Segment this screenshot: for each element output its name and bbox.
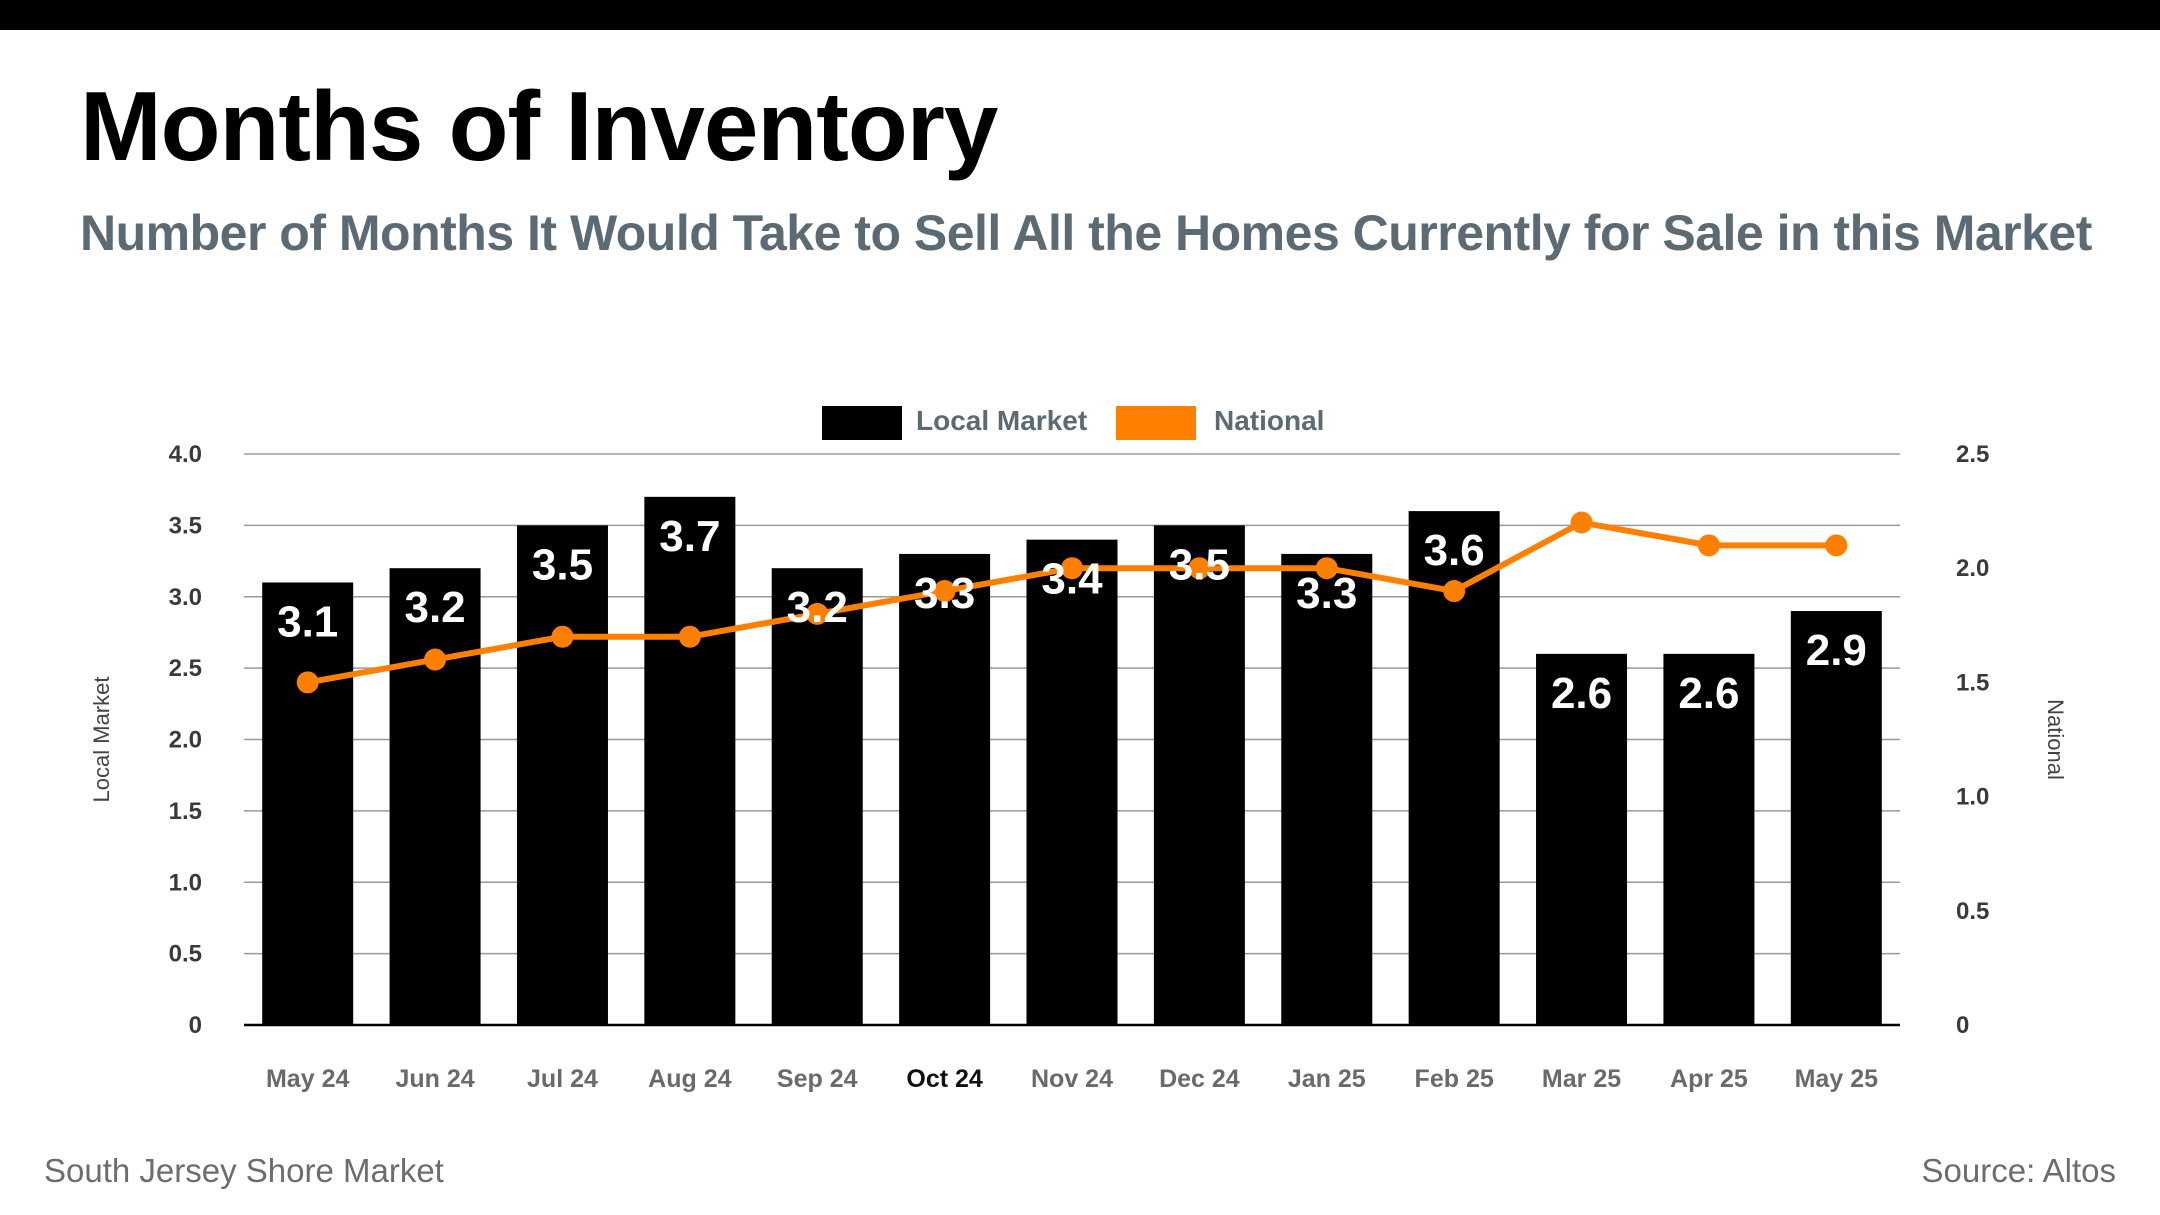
left-axis-tick: 1.5 <box>169 798 202 825</box>
category-label: Nov 24 <box>1031 1065 1113 1093</box>
bar-value-label: 2.9 <box>1806 626 1867 675</box>
national-point <box>296 671 319 694</box>
category-label: Apr 25 <box>1670 1065 1748 1093</box>
national-point <box>1188 557 1211 580</box>
category-label: Oct 24 <box>906 1065 983 1093</box>
bar-label-layer: 3.1 3.2 3.5 3.7 3.2 3.3 3.4 3.5 3.3 3.6 2.6 2.6 2.9 <box>277 512 1867 718</box>
right-axis-tick: 1.0 <box>1956 784 1989 811</box>
left-axis-tick: 0 <box>189 1012 202 1039</box>
legend: Local Market National <box>822 405 1324 440</box>
bar-value-label: 2.6 <box>1678 669 1739 718</box>
right-axis-title: National <box>2043 699 2068 780</box>
local-market-bar <box>516 525 608 1025</box>
local-market-bar <box>1281 553 1373 1025</box>
right-axis-tick: 1.5 <box>1956 669 1989 696</box>
left-axis-tick: 3.0 <box>169 584 202 611</box>
national-point <box>1570 511 1593 534</box>
local-market-bar <box>771 568 863 1025</box>
local-market-bar <box>1790 611 1882 1025</box>
category-label: Jul 24 <box>527 1065 598 1093</box>
legend-local-market-label: Local Market <box>916 405 1087 436</box>
bar-value-label: 3.6 <box>1424 526 1485 575</box>
category-label: Jun 24 <box>395 1065 474 1093</box>
left-axis-tick: 0.5 <box>169 941 202 968</box>
bar-value-label: 3.2 <box>404 583 465 632</box>
bar-value-label: 2.6 <box>1551 669 1612 718</box>
bar-value-label: 3.4 <box>1041 555 1103 604</box>
bar-value-label: 3.3 <box>914 569 975 618</box>
local-market-bar <box>1153 525 1245 1025</box>
national-point <box>806 602 829 625</box>
right-axis-tick: 2.0 <box>1956 555 1989 582</box>
axis-layer: 0 0.5 1.0 1.5 2.0 2.5 3.0 3.5 4.0 0 0.5 1.0 1.5 2.0 2.… <box>89 441 2068 1093</box>
bar-value-label: 3.7 <box>659 512 720 561</box>
right-axis-tick: 0 <box>1956 1012 1969 1039</box>
right-axis-tick: 2.5 <box>1956 441 1989 468</box>
category-label: May 24 <box>266 1065 349 1093</box>
top-bar <box>0 0 2160 30</box>
left-axis-tick: 2.5 <box>169 655 202 682</box>
left-axis-tick: 3.5 <box>169 512 202 539</box>
national-point <box>933 580 956 603</box>
national-point <box>1315 557 1338 580</box>
category-label: May 25 <box>1795 1065 1878 1093</box>
bar-value-label: 3.2 <box>787 583 848 632</box>
national-point <box>424 648 447 671</box>
local-market-bar <box>1663 653 1755 1025</box>
left-axis-tick: 4.0 <box>169 441 202 468</box>
left-axis-title: Local Market <box>89 677 114 803</box>
source-credit: Source: Altos <box>1921 1152 2116 1189</box>
left-axis-tick: 1.0 <box>169 869 202 896</box>
legend-local-market-swatch <box>822 406 902 440</box>
legend-national-swatch <box>1116 406 1196 440</box>
national-point <box>1697 534 1720 557</box>
local-market-bar <box>899 553 991 1025</box>
local-market-bar <box>644 496 736 1025</box>
right-axis-tick: 0.5 <box>1956 898 1989 925</box>
national-point <box>1061 557 1083 580</box>
local-market-bar <box>262 582 354 1025</box>
category-label: Sep 24 <box>777 1065 858 1093</box>
national-point <box>1825 534 1848 557</box>
bar-value-label: 3.5 <box>532 540 593 589</box>
national-line-layer <box>296 511 1848 694</box>
bar-layer <box>262 496 1882 1026</box>
page-subtitle: Number of Months It Would Take to Sell A… <box>80 205 2092 261</box>
bar-value-label: 3.3 <box>1296 569 1357 618</box>
category-label: Aug 24 <box>648 1065 731 1093</box>
national-point <box>1443 580 1466 603</box>
page-title: Months of Inventory <box>80 71 998 181</box>
market-name: South Jersey Shore Market <box>44 1152 444 1189</box>
bar-value-label: 3.5 <box>1169 540 1230 589</box>
local-market-bar <box>1536 653 1628 1025</box>
legend-national-label: National <box>1214 405 1324 436</box>
category-label: Dec 24 <box>1159 1065 1240 1093</box>
category-label: Mar 25 <box>1542 1065 1621 1093</box>
category-label: Feb 25 <box>1415 1065 1494 1093</box>
bar-value-label: 3.1 <box>277 597 338 646</box>
left-axis-tick: 2.0 <box>169 727 202 754</box>
national-point <box>678 625 701 648</box>
national-point <box>551 625 574 648</box>
local-market-bar <box>1026 539 1118 1025</box>
local-market-bar <box>389 568 481 1025</box>
category-label: Jan 25 <box>1288 1065 1366 1093</box>
